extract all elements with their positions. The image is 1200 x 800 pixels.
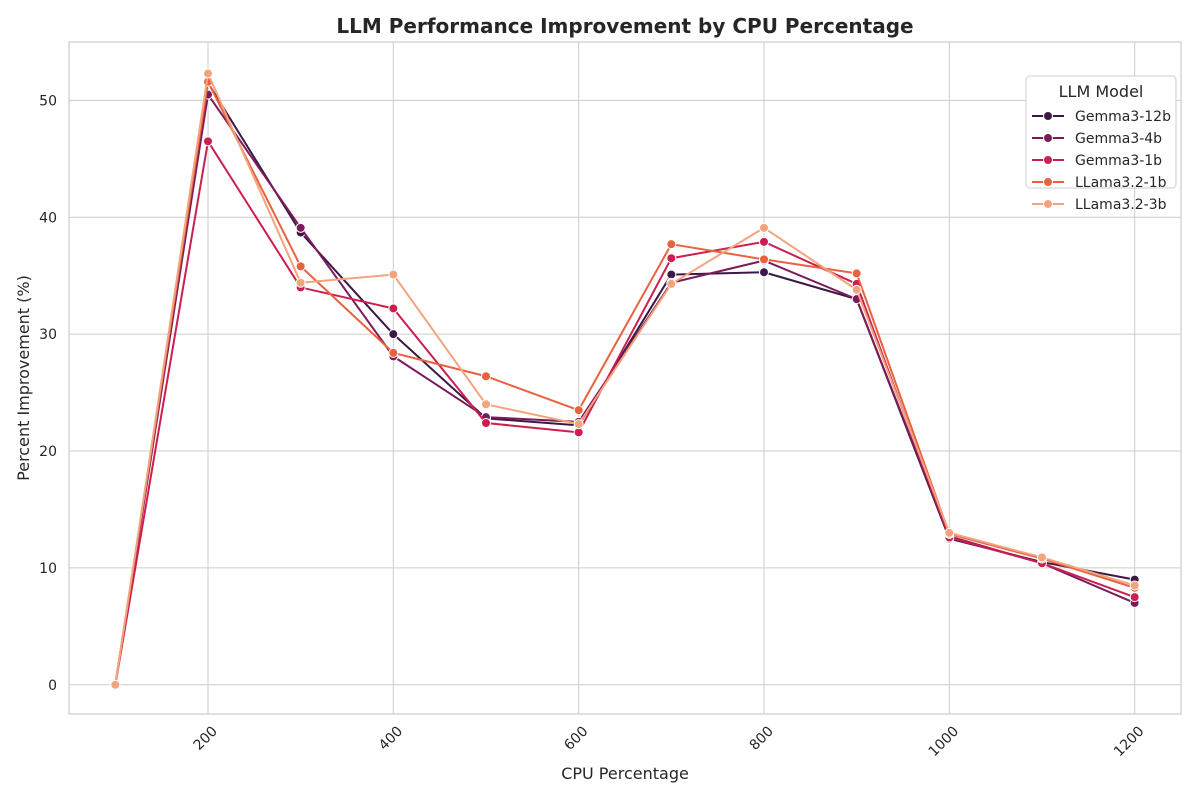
legend: LLM Model Gemma3-12b Gemma3-4b Gemma3-1b LL… [1025,75,1177,213]
data-point [203,68,213,79]
x-tick-label: 200 [191,724,221,754]
data-point [481,371,491,382]
legend-item: LLama3.2-3b [1032,197,1167,213]
x-tick-label: 1200 [1111,724,1148,761]
legend-label: LLama3.2-3b [1075,197,1167,213]
legend-label: LLama3.2-1b [1075,175,1167,191]
legend-item: Gemma3-1b [1032,153,1162,169]
series-line [114,140,1136,685]
legend-point-marker [1043,133,1053,143]
tick-labels: 0 10 20 30 40 50 200 400 600 800 1000 1200 [39,93,1147,760]
data-point [295,222,306,233]
data-point [1037,552,1047,563]
data-point [388,269,399,280]
data-point [851,268,862,279]
data-point [759,236,769,247]
data-point [759,254,769,265]
data-point [1129,592,1140,603]
legend-point-marker [1043,199,1053,209]
series-line [114,72,1135,685]
series-line [114,81,1135,685]
legend-point-marker [1043,155,1053,165]
legend-label: Gemma3-4b [1075,131,1162,147]
data-point [851,284,862,295]
plot-frame [68,41,1182,715]
series-gemma3-4b [110,89,1140,690]
data-point [388,303,399,314]
series-layer [110,68,1140,690]
data-point [573,419,584,430]
data-point [388,347,399,358]
series-line [114,80,1135,685]
x-tick-label: 1000 [926,724,963,761]
data-point [666,239,677,250]
legend-item: Gemma3-4b [1032,131,1162,147]
y-tick-label: 0 [48,678,57,694]
data-point [759,267,769,278]
series-llama3-2-3b [110,68,1140,690]
series-line [114,93,1136,685]
legend-label: Gemma3-1b [1075,153,1162,169]
x-axis-label: CPU Percentage [561,764,689,783]
grid [69,42,1181,714]
data-point [759,222,769,233]
x-tick-label: 600 [561,724,591,754]
legend-point-marker [1043,177,1053,187]
y-tick-label: 30 [39,327,57,343]
data-point [573,405,584,416]
legend-items: Gemma3-12b Gemma3-4b Gemma3-1b LLama3.2-1b L… [1032,109,1171,213]
x-tick-label: 800 [747,724,777,754]
y-tick-label: 50 [39,93,57,109]
data-point [666,269,677,280]
series-gemma3-12b [110,77,1140,690]
data-point [666,253,677,264]
data-point [295,277,306,288]
y-axis-label: Percent Improvement (%) [14,275,33,481]
data-point [481,399,491,410]
legend-title: LLM Model [1059,82,1144,101]
y-tick-label: 10 [39,561,57,577]
data-point [944,527,955,538]
series-llama3-2-1b [110,76,1140,690]
data-point [203,136,213,147]
legend-item: Gemma3-12b [1032,109,1171,125]
data-point [110,679,121,690]
data-point [573,427,584,438]
legend-item: LLama3.2-1b [1032,175,1167,191]
y-tick-label: 40 [39,210,57,226]
legend-label: Gemma3-12b [1075,109,1171,125]
x-tick-label: 400 [376,724,406,754]
data-point [666,278,677,289]
y-tick-label: 20 [39,444,57,460]
series-gemma3-1b [110,136,1140,690]
data-point [1129,580,1140,591]
legend-point-marker [1043,111,1053,121]
chart-title: LLM Performance Improvement by CPU Perce… [336,14,913,38]
data-point [295,261,306,272]
data-point [388,329,399,340]
data-point [481,417,491,428]
